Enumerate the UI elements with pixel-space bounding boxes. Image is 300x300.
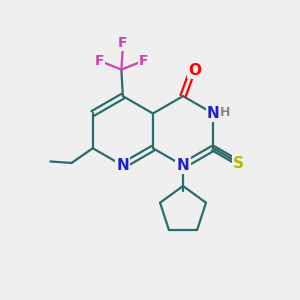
Text: S: S: [233, 156, 244, 171]
Text: N: N: [207, 106, 220, 121]
Text: H: H: [220, 106, 231, 119]
Text: N: N: [177, 158, 189, 173]
Text: N: N: [116, 158, 129, 173]
Text: F: F: [139, 54, 148, 68]
Text: O: O: [189, 63, 202, 78]
Text: F: F: [94, 54, 104, 68]
Text: F: F: [118, 36, 128, 50]
